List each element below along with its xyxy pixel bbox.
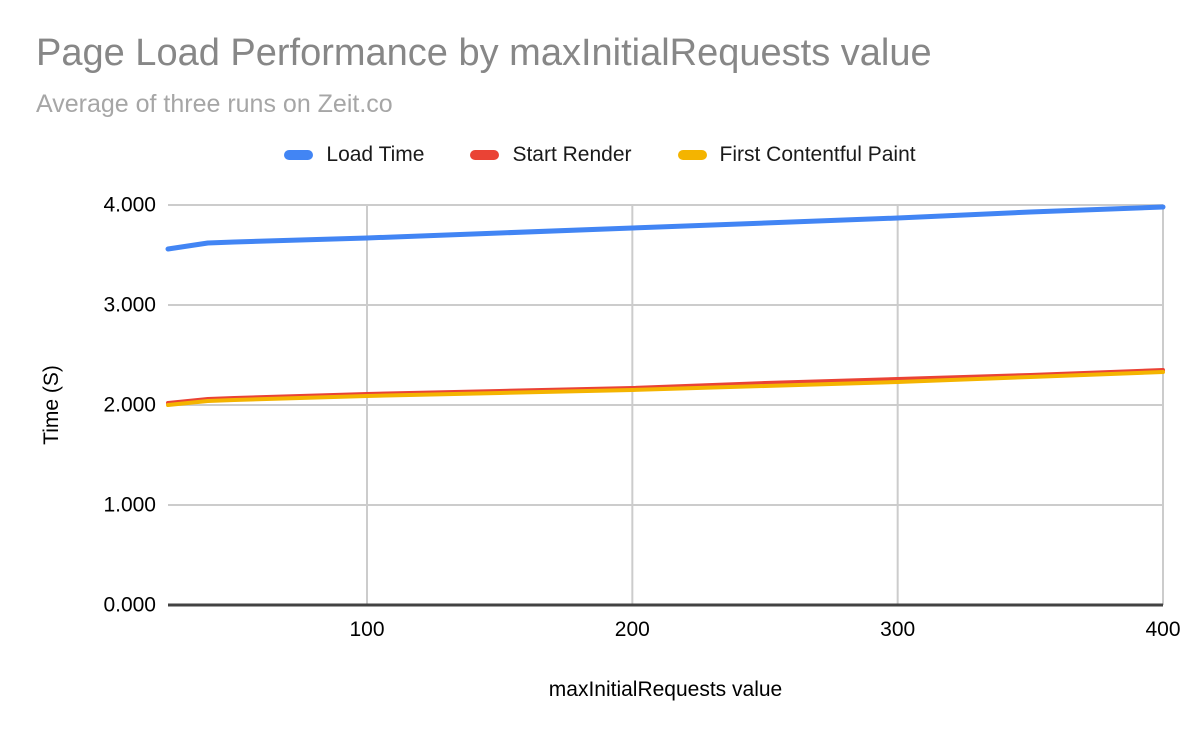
legend-swatch-icon [677,150,707,160]
series-line-0 [165,204,1166,252]
legend-swatch-icon [470,150,500,160]
x-tick-label: 200 [615,618,650,641]
legend-label: Load Time [326,143,425,166]
legend-item-0: Load Time [284,143,424,167]
chart-subtitle: Average of three runs on Zeit.co [36,90,393,118]
chart-title: Page Load Performance by maxInitialReque… [36,32,932,74]
series-line-2 [166,370,1165,407]
y-tick-label: 2.000 [103,394,156,417]
x-tick-label: 300 [880,618,915,641]
legend-swatch-icon [284,150,314,160]
y-tick-label: 0.000 [103,594,156,617]
legend-label: Start Render [512,143,632,166]
y-axis-title-text: Time (S) [40,365,63,445]
x-axis-title: maxInitialRequests value [548,678,783,701]
x-tick-label: 400 [1145,618,1180,641]
x-tick-label: 100 [349,618,384,641]
legend-label: First Contentful Paint [719,143,916,166]
y-tick-label: 3.000 [103,294,156,317]
y-tick-label: 4.000 [103,194,156,217]
legend-item-1: Start Render [470,143,632,167]
chart-legend: Load Time Start Render First Contentful Pa… [0,143,1200,167]
legend-item-2: First Contentful Paint [677,143,916,167]
y-tick-label: 1.000 [103,494,156,517]
